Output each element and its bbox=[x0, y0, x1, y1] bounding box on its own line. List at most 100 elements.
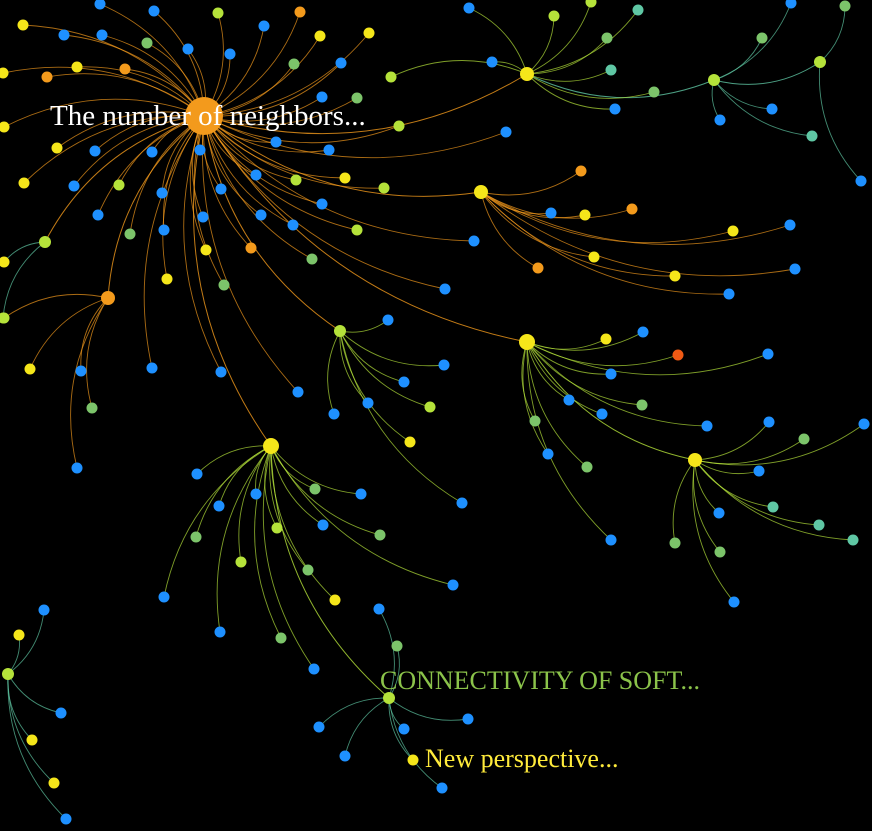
graph-node[interactable] bbox=[648, 86, 660, 98]
graph-node[interactable] bbox=[378, 182, 390, 194]
graph-node[interactable] bbox=[270, 136, 282, 148]
graph-node[interactable] bbox=[581, 461, 593, 473]
graph-node[interactable] bbox=[672, 349, 684, 361]
graph-node[interactable] bbox=[486, 56, 498, 68]
graph-node[interactable] bbox=[351, 224, 363, 236]
graph-node[interactable] bbox=[463, 2, 475, 14]
graph-node[interactable] bbox=[529, 415, 541, 427]
graph-node[interactable] bbox=[94, 0, 106, 10]
graph-node[interactable] bbox=[385, 71, 397, 83]
graph-node[interactable] bbox=[71, 462, 83, 474]
graph-node[interactable] bbox=[51, 142, 63, 154]
graph-node[interactable] bbox=[462, 713, 474, 725]
graph-node[interactable] bbox=[224, 48, 236, 60]
graph-node[interactable] bbox=[813, 519, 825, 531]
graph-node[interactable] bbox=[714, 546, 726, 558]
graph-node[interactable] bbox=[855, 175, 867, 187]
graph-node[interactable] bbox=[404, 436, 416, 448]
graph-node[interactable] bbox=[468, 235, 480, 247]
graph-node[interactable] bbox=[161, 273, 173, 285]
graph-node[interactable] bbox=[839, 0, 851, 12]
graph-node[interactable] bbox=[68, 180, 80, 192]
graph-node[interactable] bbox=[339, 750, 351, 762]
graph-node[interactable] bbox=[290, 174, 302, 186]
graph-node[interactable] bbox=[548, 10, 560, 22]
graph-node[interactable] bbox=[439, 283, 451, 295]
graph-node[interactable] bbox=[313, 721, 325, 733]
graph-node[interactable] bbox=[306, 253, 318, 265]
graph-node[interactable] bbox=[601, 32, 613, 44]
graph-node[interactable] bbox=[605, 64, 617, 76]
graph-node[interactable] bbox=[329, 594, 341, 606]
graph-hub-node[interactable] bbox=[474, 185, 488, 199]
graph-node[interactable] bbox=[323, 144, 335, 156]
graph-node[interactable] bbox=[182, 43, 194, 55]
graph-node[interactable] bbox=[0, 67, 9, 79]
graph-node[interactable] bbox=[314, 30, 326, 42]
graph-node[interactable] bbox=[605, 368, 617, 380]
graph-node[interactable] bbox=[756, 32, 768, 44]
graph-node[interactable] bbox=[58, 29, 70, 41]
graph-node[interactable] bbox=[713, 507, 725, 519]
graph-node[interactable] bbox=[632, 4, 644, 16]
graph-node[interactable] bbox=[316, 198, 328, 210]
graph-node[interactable] bbox=[294, 6, 306, 18]
graph-node[interactable] bbox=[75, 365, 87, 377]
graph-node[interactable] bbox=[288, 58, 300, 70]
graph-node[interactable] bbox=[766, 103, 778, 115]
graph-node[interactable] bbox=[235, 556, 247, 568]
graph-node[interactable] bbox=[438, 359, 450, 371]
graph-node[interactable] bbox=[393, 120, 405, 132]
graph-hub-node[interactable] bbox=[383, 692, 395, 704]
graph-node[interactable] bbox=[316, 91, 328, 103]
graph-node[interactable] bbox=[146, 362, 158, 374]
graph-node[interactable] bbox=[373, 603, 385, 615]
graph-node[interactable] bbox=[585, 0, 597, 8]
graph-node[interactable] bbox=[407, 754, 419, 766]
graph-node[interactable] bbox=[308, 663, 320, 675]
graph-node[interactable] bbox=[798, 433, 810, 445]
graph-node[interactable] bbox=[119, 63, 131, 75]
graph-node[interactable] bbox=[190, 531, 202, 543]
graph-node[interactable] bbox=[158, 591, 170, 603]
graph-hub-node[interactable] bbox=[688, 453, 702, 467]
graph-node[interactable] bbox=[753, 465, 765, 477]
graph-node[interactable] bbox=[18, 177, 30, 189]
graph-node[interactable] bbox=[447, 579, 459, 591]
graph-node[interactable] bbox=[636, 399, 648, 411]
graph-node[interactable] bbox=[287, 219, 299, 231]
graph-node[interactable] bbox=[669, 270, 681, 282]
graph-node[interactable] bbox=[17, 19, 29, 31]
graph-node[interactable] bbox=[96, 29, 108, 41]
graph-node[interactable] bbox=[60, 813, 72, 825]
graph-hub-node[interactable] bbox=[39, 236, 51, 248]
graph-node[interactable] bbox=[245, 242, 257, 254]
graph-node[interactable] bbox=[362, 397, 374, 409]
graph-node[interactable] bbox=[542, 448, 554, 460]
graph-node[interactable] bbox=[714, 114, 726, 126]
graph-node[interactable] bbox=[424, 401, 436, 413]
graph-node[interactable] bbox=[355, 488, 367, 500]
graph-node[interactable] bbox=[258, 20, 270, 32]
graph-node[interactable] bbox=[669, 537, 681, 549]
graph-node[interactable] bbox=[200, 244, 212, 256]
graph-node[interactable] bbox=[763, 416, 775, 428]
graph-node[interactable] bbox=[727, 225, 739, 237]
graph-node[interactable] bbox=[789, 263, 801, 275]
graph-node[interactable] bbox=[275, 632, 287, 644]
graph-node[interactable] bbox=[13, 629, 25, 641]
graph-hub-node[interactable] bbox=[334, 325, 346, 337]
graph-node[interactable] bbox=[391, 640, 403, 652]
graph-node[interactable] bbox=[26, 734, 38, 746]
graph-node[interactable] bbox=[215, 366, 227, 378]
graph-node[interactable] bbox=[113, 179, 125, 191]
graph-node[interactable] bbox=[197, 211, 209, 223]
graph-node[interactable] bbox=[89, 145, 101, 157]
graph-node[interactable] bbox=[701, 420, 713, 432]
graph-node[interactable] bbox=[626, 203, 638, 215]
graph-node[interactable] bbox=[250, 488, 262, 500]
graph-node[interactable] bbox=[328, 408, 340, 420]
graph-node[interactable] bbox=[250, 169, 262, 181]
graph-node[interactable] bbox=[141, 37, 153, 49]
graph-hub-node[interactable] bbox=[263, 438, 279, 454]
